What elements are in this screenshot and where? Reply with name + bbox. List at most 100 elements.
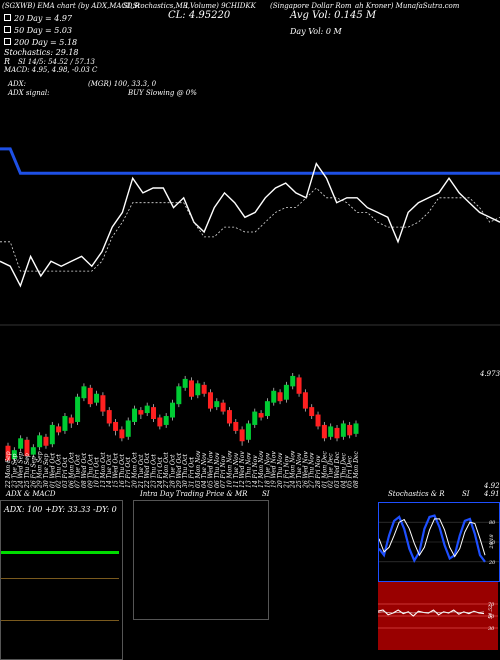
- date-tick-label: 14 Fri Nov: [252, 455, 259, 488]
- date-tick-label: 15 Wed Oct: [113, 452, 120, 488]
- intraday-si-title: SI: [262, 490, 270, 498]
- candle-body: [81, 386, 87, 399]
- candle-body: [290, 375, 296, 387]
- date-tick-label: 10 Fri Oct: [94, 456, 101, 488]
- candle-body: [182, 378, 188, 388]
- candle-body: [144, 405, 150, 414]
- date-tick-label: 03 Wed Dec: [334, 451, 341, 488]
- candle-body: [353, 423, 359, 434]
- candle-body: [188, 380, 194, 397]
- date-tick-label: 04 Tue Nov: [201, 452, 208, 488]
- date-tick-label: 02 Tue Dec: [328, 453, 335, 488]
- candle-body: [226, 410, 232, 424]
- date-tick-label: 24 Mon Nov: [290, 450, 297, 489]
- candle-body: [264, 401, 270, 417]
- stoch-rsi-title: Stochastics & R: [388, 490, 445, 498]
- candle-body: [5, 445, 11, 461]
- candle-body: [340, 423, 346, 437]
- candle-body: [239, 429, 245, 442]
- adx-di-line: [1, 578, 119, 579]
- close-price: CL: 4.95220: [168, 10, 231, 21]
- date-tick-label: 09 Thu Oct: [87, 454, 94, 488]
- candle-body: [302, 392, 308, 409]
- candle-body: [163, 416, 169, 425]
- candle-body: [119, 429, 125, 439]
- stoch-series-k: [379, 514, 486, 563]
- candle-body: [283, 384, 289, 400]
- intraday-panel: [133, 500, 269, 620]
- main-chart: 22 Mon Sep 23 Tue Sep 24 Wed Sep 25 Thu Sep…: [0, 147, 500, 489]
- date-tick-label: 28 Tue Oct: [170, 454, 177, 489]
- date-tick-label: 02 Thu Oct: [56, 454, 63, 488]
- date-tick-label: 07 Fri Nov: [220, 455, 227, 488]
- adx-line: [1, 551, 119, 554]
- candle-body: [125, 420, 131, 437]
- mgr-readout: (MGR) 100, 33.3, 0: [88, 80, 157, 88]
- intraday-title: Intra Day Trading Price & MR: [140, 490, 248, 498]
- candle-body: [176, 386, 182, 405]
- candle-body: [277, 392, 283, 402]
- rsi-readout: SI 14/5: 54.52 / 57.13: [18, 58, 95, 66]
- candle-body: [106, 410, 112, 424]
- candle-body: [271, 390, 277, 403]
- ema200-text: 200 Day = 5.18: [14, 38, 78, 47]
- date-tick-label: 21 Fri Nov: [283, 455, 290, 489]
- candle-body: [201, 384, 207, 394]
- ema20-label: 20 Day = 4.97: [4, 14, 72, 23]
- date-tick-label: 08 Mon Dec: [353, 451, 360, 488]
- date-tick-label: 13 Mon Oct: [100, 452, 107, 488]
- date-tick-label: 23 Tue Sep: [11, 453, 18, 489]
- adx-macd-title: ADX & MACD: [6, 490, 56, 498]
- date-tick-label: 01 Wed Oct: [49, 452, 56, 488]
- candle-body: [11, 450, 17, 460]
- stoch-series-d: [379, 518, 486, 558]
- ema50-swatch: [4, 26, 11, 33]
- stoch-level-label: 80: [489, 520, 496, 526]
- date-tick-label: 20 Thu Nov: [277, 452, 284, 489]
- price-label-upper: 4.9738: [480, 370, 500, 378]
- date-tick-label: 04 Thu Dec: [340, 452, 347, 488]
- date-tick-label: 06 Thu Nov: [214, 452, 221, 488]
- date-tick-label: 18 Tue Nov: [264, 452, 271, 488]
- rsi-prefix: R: [4, 57, 11, 66]
- candle-body: [151, 407, 157, 419]
- price-label-lower2: 4.91: [484, 490, 500, 498]
- buy-signal: BUY Slowing @ 0%: [128, 89, 197, 97]
- candle-body: [315, 414, 321, 427]
- date-tick-label: 10 Mon Nov: [226, 450, 233, 488]
- candle-body: [62, 416, 68, 431]
- date-tick-label: 17 Mon Nov: [258, 450, 265, 488]
- stochastics-readout: Stochastics: 29.18: [4, 48, 79, 57]
- candle-body: [43, 436, 49, 446]
- candle-body: [296, 377, 302, 394]
- rsi-series-rsi: [378, 609, 485, 617]
- adx-title: ADX:: [8, 80, 27, 88]
- avg-volume: Avg Vol: 0.145 M: [290, 10, 377, 21]
- candle-body: [328, 426, 334, 437]
- rsi-value-label: 54.52: [488, 605, 494, 619]
- stoch-level-label: 20: [488, 560, 496, 566]
- candle-body: [195, 383, 201, 396]
- candle-body: [321, 424, 327, 439]
- candle-body: [37, 435, 43, 448]
- date-tick-label: 17 Fri Oct: [125, 456, 132, 488]
- date-tick-label: 19 Wed Nov: [271, 451, 278, 488]
- candle-body: [18, 438, 24, 449]
- candle-body: [138, 410, 144, 415]
- candle-body: [207, 392, 213, 409]
- stoch-level-label: 50: [489, 540, 496, 546]
- candlestick-panel: [5, 372, 359, 464]
- date-axis: 22 Mon Sep 23 Tue Sep 24 Wed Sep 25 Thu Sep…: [5, 450, 360, 489]
- date-tick-label: 24 Wed Sep: [18, 452, 25, 489]
- macd-zero-line: [1, 620, 119, 621]
- date-tick-label: 27 Mon Oct: [163, 452, 170, 489]
- ema-series-price: [0, 162, 500, 288]
- date-tick-label: 03 Fri Oct: [62, 456, 69, 488]
- date-tick-label: 08 Wed Oct: [81, 452, 88, 488]
- candle-body: [56, 426, 62, 433]
- date-tick-label: 21 Tue Oct: [138, 454, 145, 489]
- date-tick-label: 25 Tue Nov: [296, 452, 303, 489]
- date-tick-label: 07 Tue Oct: [75, 454, 82, 488]
- date-tick-label: 26 Fri Sep: [30, 456, 37, 489]
- date-tick-label: 05 Fri Dec: [347, 455, 354, 488]
